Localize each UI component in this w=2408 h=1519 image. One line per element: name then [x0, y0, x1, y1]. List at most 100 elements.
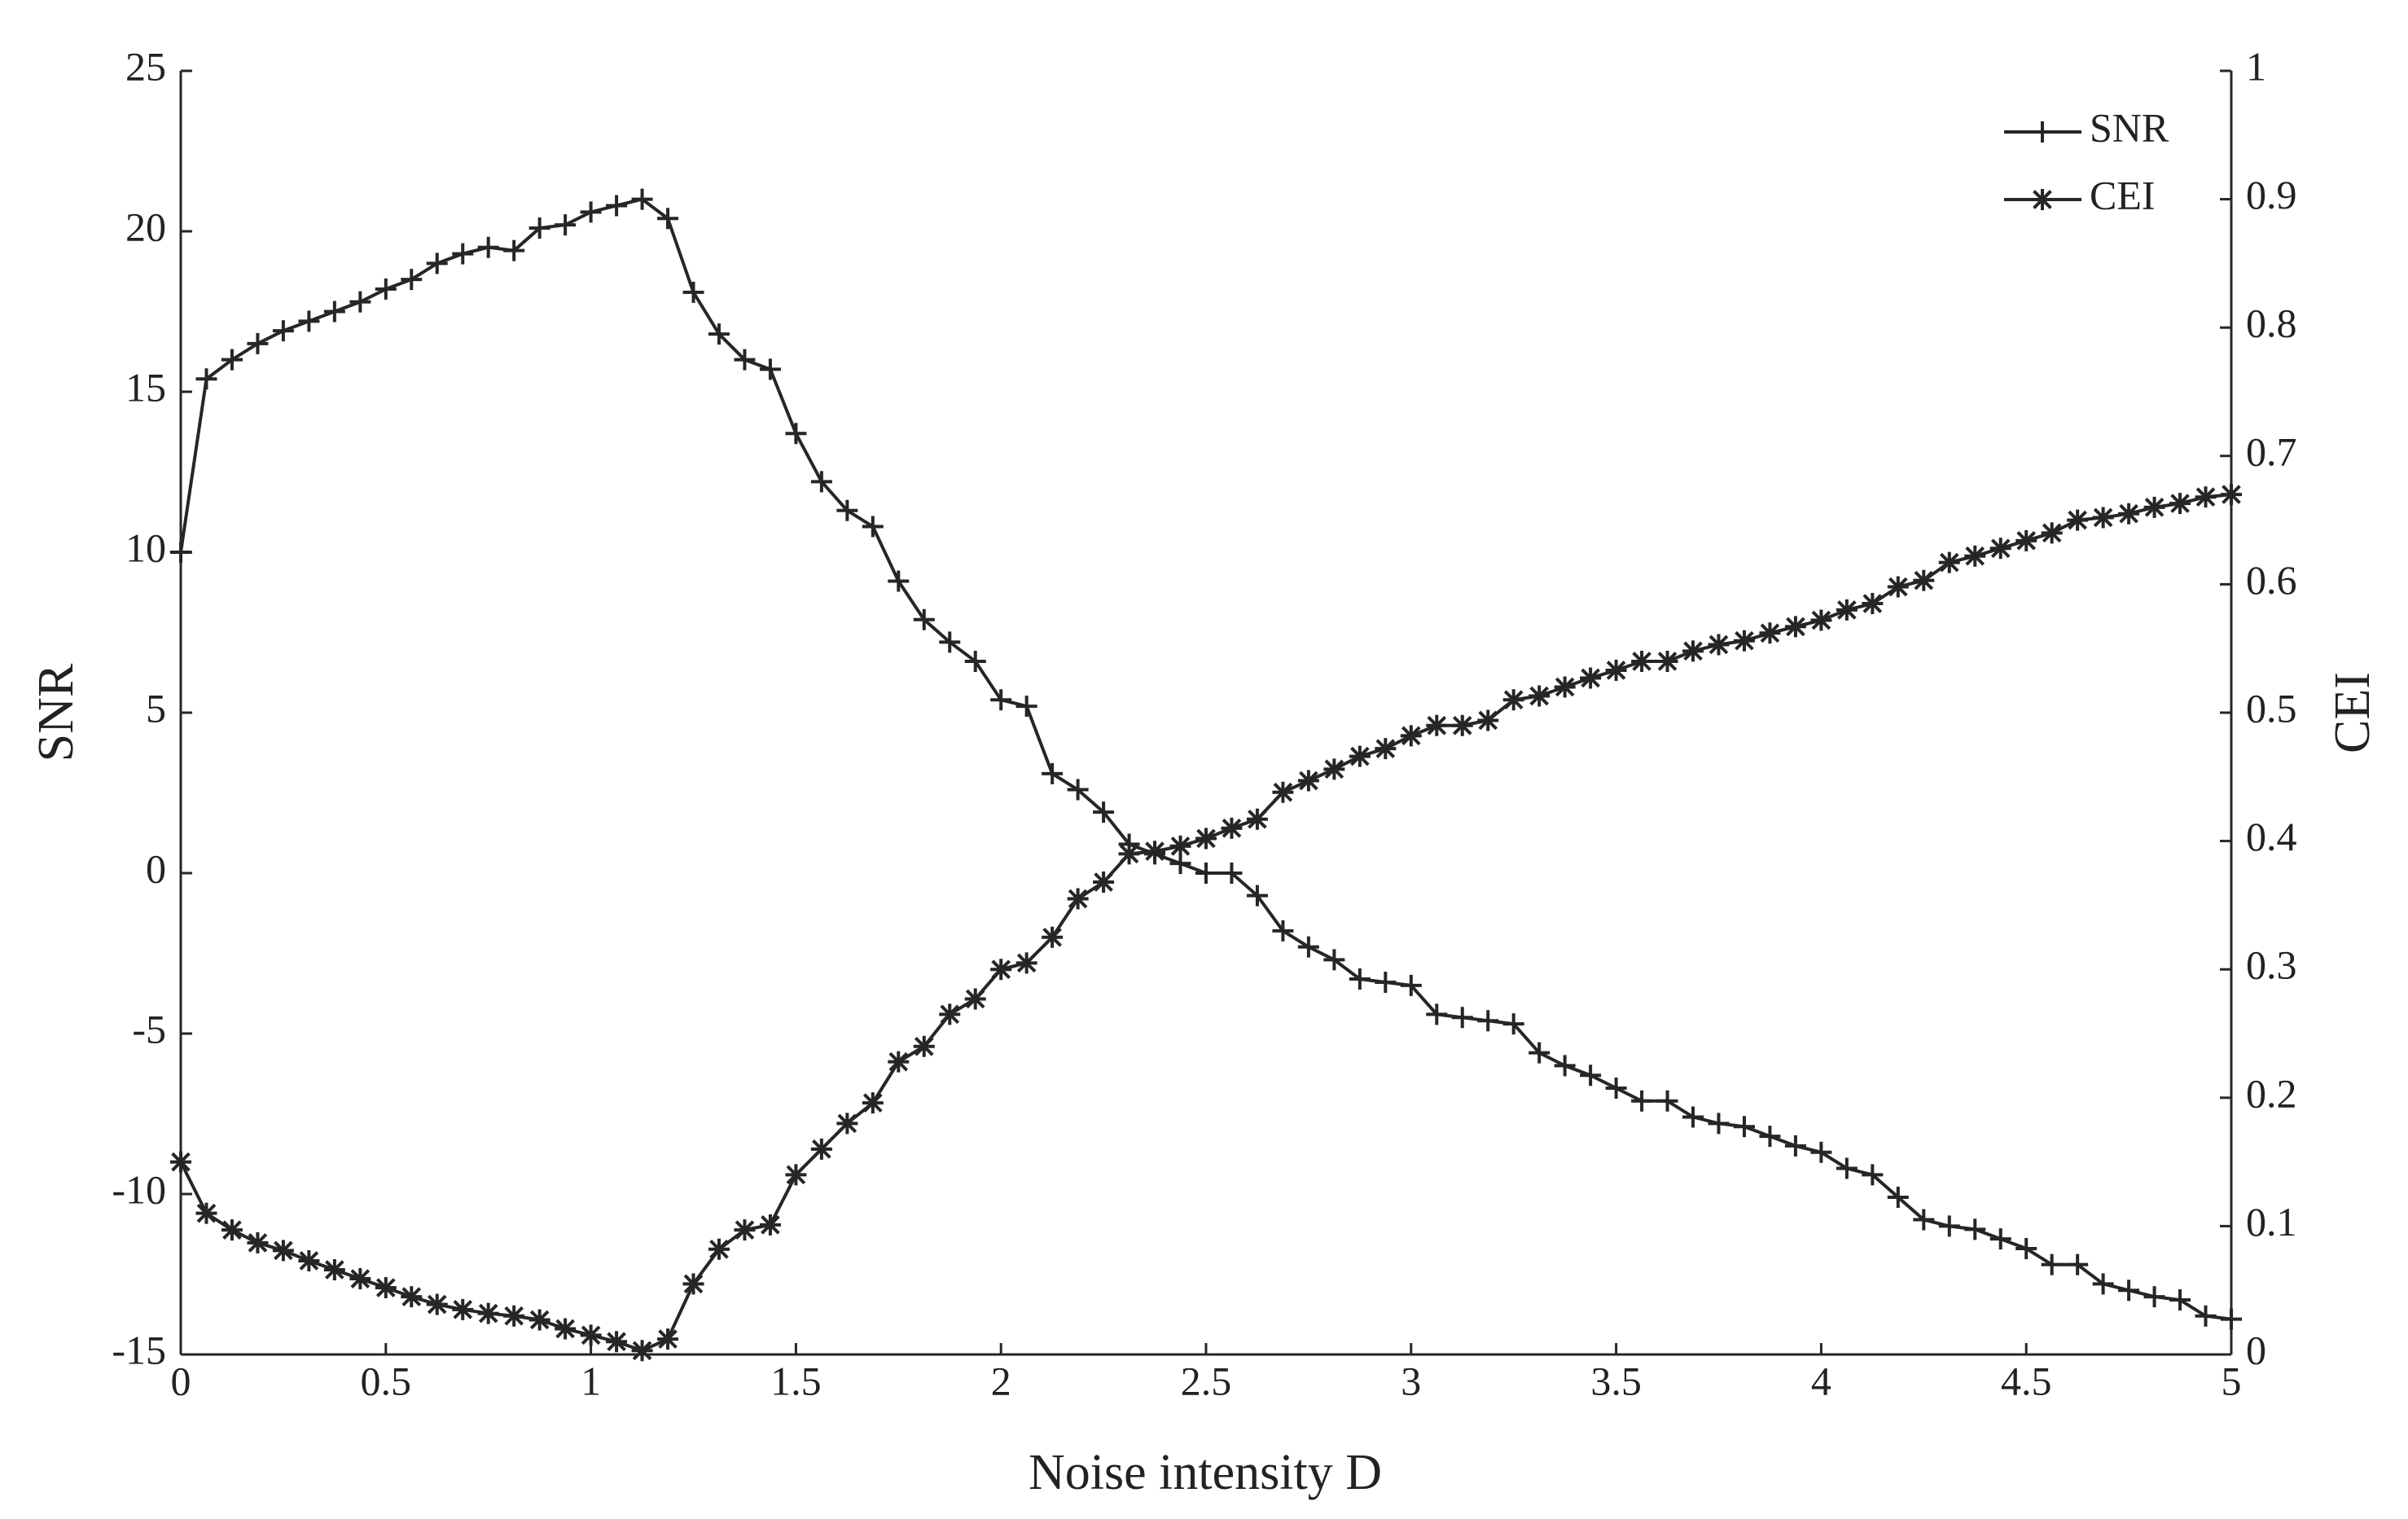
marker-star — [503, 1305, 525, 1327]
marker-star — [631, 1340, 653, 1362]
y2-axis-label: CEI — [2325, 672, 2380, 753]
marker-plus — [1913, 1209, 1935, 1231]
marker-star — [555, 1318, 577, 1340]
marker-plus — [1221, 863, 1243, 884]
marker-star — [1784, 616, 1806, 638]
marker-plus — [1067, 779, 1089, 801]
marker-star — [1631, 650, 1653, 672]
marker-plus — [1502, 1013, 1524, 1035]
marker-plus — [657, 208, 679, 230]
marker-star — [426, 1293, 448, 1315]
y2-tick-label: 0.9 — [2246, 172, 2297, 217]
y-tick-label: 25 — [125, 43, 166, 89]
y2-tick-label: 0.2 — [2246, 1070, 2297, 1116]
marker-plus — [2015, 1237, 2037, 1259]
marker-plus — [1042, 762, 1064, 784]
marker-plus — [785, 423, 807, 445]
marker-star — [452, 1298, 474, 1320]
y2-tick-label: 0.1 — [2246, 1199, 2297, 1245]
marker-star — [1144, 841, 1166, 863]
marker-star — [2118, 503, 2140, 525]
marker-plus — [375, 278, 397, 300]
marker-plus — [1246, 885, 1268, 907]
y2-tick-label: 0.5 — [2246, 685, 2297, 731]
marker-star — [939, 1003, 961, 1025]
x-tick-label: 1.5 — [770, 1358, 822, 1403]
marker-star — [1067, 888, 1089, 910]
y-tick-label: 0 — [146, 845, 166, 891]
marker-star — [1375, 738, 1397, 760]
marker-star — [964, 988, 986, 1010]
marker-plus — [1656, 1090, 1678, 1112]
marker-star — [272, 1240, 294, 1262]
marker-plus — [1477, 1010, 1499, 1032]
marker-star — [1426, 714, 1448, 736]
marker-star — [2092, 507, 2114, 529]
marker-plus — [1426, 1003, 1448, 1025]
marker-plus — [2041, 1253, 2063, 1275]
marker-plus — [529, 217, 550, 239]
marker-star — [1297, 770, 1319, 792]
marker-plus — [1297, 936, 1319, 958]
marker-plus — [1733, 1116, 1755, 1138]
marker-plus — [1810, 1141, 1832, 1163]
marker-star — [1042, 926, 1064, 948]
series-line — [179, 197, 2232, 1321]
x-axis-label: Noise intensity D — [1029, 1445, 1382, 1500]
marker-star — [1477, 709, 1499, 731]
marker-plus — [888, 570, 910, 592]
marker-star — [2032, 189, 2053, 210]
marker-star — [2067, 509, 2089, 531]
marker-plus — [1451, 1007, 1473, 1029]
marker-star — [375, 1277, 397, 1299]
marker-star — [1887, 576, 1909, 598]
y-tick-label: 10 — [125, 525, 166, 570]
marker-plus — [2221, 1308, 2242, 1330]
marker-star — [1502, 689, 1524, 711]
x-tick-label: 3 — [1401, 1358, 1421, 1403]
marker-plus — [477, 236, 499, 258]
y2-tick-label: 0 — [2246, 1327, 2266, 1372]
marker-star — [606, 1331, 628, 1353]
marker-plus — [1093, 801, 1115, 823]
marker-star — [1682, 640, 1704, 662]
marker-star — [2041, 522, 2063, 544]
marker-plus — [1964, 1218, 1986, 1240]
y-axis-label: SNR — [29, 663, 84, 762]
marker-plus — [195, 368, 217, 390]
marker-star — [1605, 659, 1627, 681]
y2-tick-label: 0.3 — [2246, 942, 2297, 988]
marker-star — [349, 1268, 371, 1290]
marker-plus — [349, 291, 371, 313]
marker-star — [298, 1249, 320, 1271]
marker-star — [1938, 551, 1960, 573]
marker-plus — [759, 358, 781, 380]
legend-label: CEI — [2090, 172, 2156, 217]
marker-plus — [1349, 968, 1371, 990]
marker-plus — [2067, 1253, 2089, 1275]
marker-star — [990, 959, 1012, 981]
marker-plus — [913, 608, 935, 630]
marker-plus — [580, 201, 602, 223]
x-tick-label: 2 — [991, 1358, 1011, 1403]
marker-plus — [298, 310, 320, 332]
marker-plus — [1938, 1215, 1960, 1237]
marker-plus — [1272, 920, 1294, 942]
marker-plus — [606, 195, 628, 217]
marker-plus — [1605, 1077, 1627, 1099]
marker-star — [247, 1231, 269, 1253]
marker-plus — [1195, 863, 1217, 884]
marker-plus — [1784, 1135, 1806, 1157]
marker-star — [2169, 493, 2191, 515]
marker-star — [1093, 871, 1115, 893]
marker-star — [1529, 685, 1551, 707]
marker-plus — [247, 332, 269, 354]
marker-star — [580, 1324, 602, 1346]
marker-star — [323, 1258, 345, 1280]
marker-plus — [1400, 974, 1422, 996]
marker-star — [529, 1309, 550, 1331]
marker-plus — [964, 650, 986, 672]
y2-tick-label: 0.7 — [2246, 428, 2297, 474]
marker-star — [221, 1219, 243, 1241]
marker-plus — [2169, 1289, 2191, 1311]
